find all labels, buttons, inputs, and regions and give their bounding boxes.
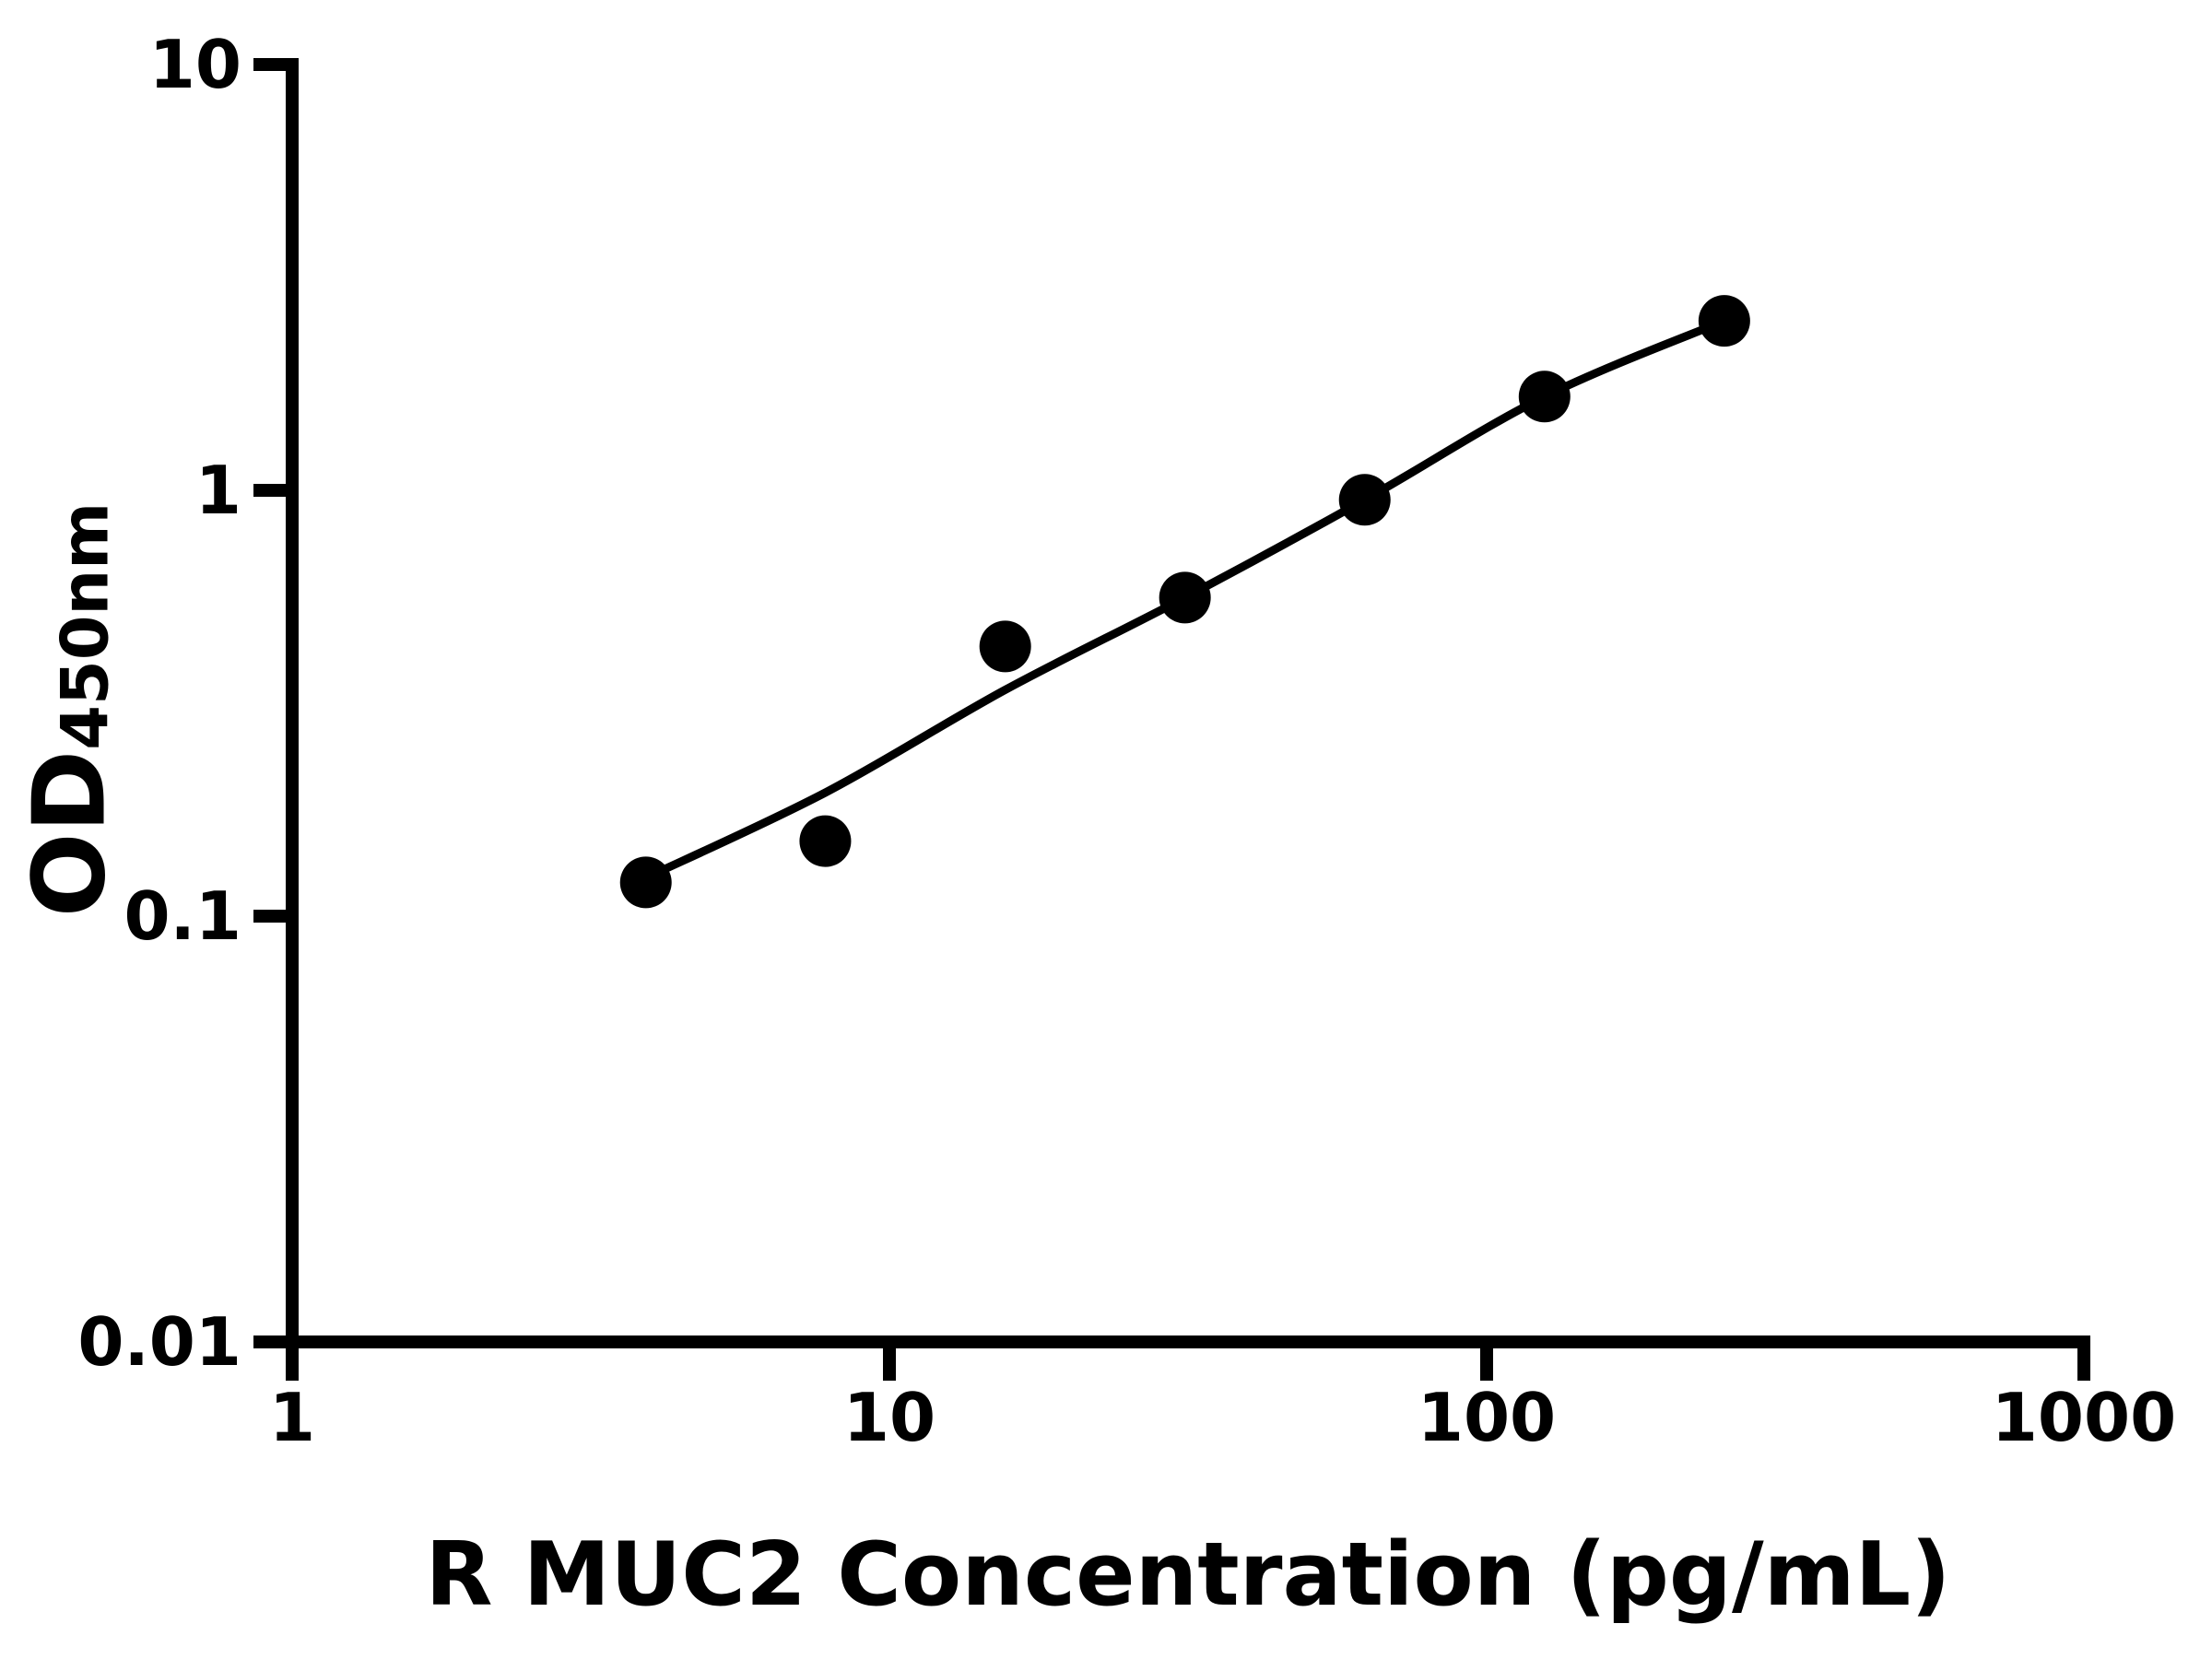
x-axis-title: R MUC2 Concentration (pg/mL): [425, 1524, 1951, 1626]
data-point-1: [619, 856, 672, 909]
y-tick-label-1: 1: [194, 452, 241, 529]
y-tick-label-10: 10: [148, 26, 241, 103]
axis-spine: [253, 58, 2090, 1381]
data-point-7: [1698, 295, 1750, 347]
data-point-5: [1338, 474, 1391, 526]
data-point-2: [799, 815, 852, 867]
y-tick-label-0.01: 0.01: [77, 1303, 241, 1381]
data-point-6: [1518, 371, 1571, 423]
x-tick-label-100: 100: [1417, 1379, 1557, 1456]
x-tick-label-1: 1: [268, 1379, 316, 1456]
y-axis-title: OD450nm: [13, 502, 128, 917]
data-point-3: [979, 620, 1031, 673]
x-tick-label-10: 10: [842, 1379, 936, 1456]
x-tick-label-1000: 1000: [1991, 1379, 2177, 1456]
y-tick-label-0.1: 0.1: [124, 877, 241, 955]
y-axis-title-subscript: 450nm: [47, 501, 124, 750]
data-point-4: [1159, 571, 1211, 624]
